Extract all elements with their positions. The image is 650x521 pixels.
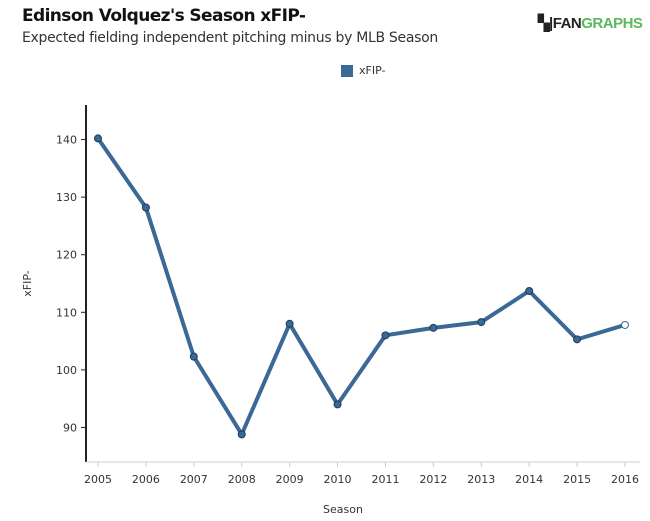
x-tick-label: 2011 [371, 473, 399, 486]
x-tick-label: 2009 [276, 473, 304, 486]
x-tick-label: 2013 [467, 473, 495, 486]
y-axis-label: xFIP- [21, 270, 34, 296]
x-tick-label: 2006 [132, 473, 160, 486]
legend-swatch [341, 64, 353, 77]
x-tick-label: 2008 [228, 473, 256, 486]
x-tick-label: 2010 [324, 473, 352, 486]
x-tick-label: 2012 [419, 473, 447, 486]
x-axis-label: Season [323, 503, 363, 516]
y-tick-label: 140 [56, 134, 77, 147]
fangraphs-logo: ▚|FANGRAPHS [538, 15, 643, 32]
data-point [94, 134, 102, 143]
legend-label: xFIP- [359, 64, 386, 77]
x-tick-label: 2005 [84, 473, 112, 486]
x-tick-label: 2016 [611, 473, 639, 486]
x-tick-label: 2014 [515, 473, 543, 486]
data-point [477, 318, 486, 327]
data-point [189, 352, 198, 361]
data-point [333, 400, 342, 409]
data-point [381, 331, 390, 340]
data-point [141, 203, 150, 212]
y-tick-label: 130 [56, 191, 77, 204]
series-line [96, 137, 626, 437]
data-point [237, 430, 246, 439]
data-point [429, 323, 438, 332]
data-point [573, 335, 582, 344]
x-tick-label: 2007 [180, 473, 208, 486]
y-tick-label: 120 [56, 249, 77, 262]
legend[interactable]: xFIP- [341, 64, 385, 77]
y-tick-label: 100 [56, 364, 77, 377]
y-tick-label: 90 [63, 421, 77, 434]
x-tick-label: 2015 [563, 473, 591, 486]
y-tick-label: 110 [56, 306, 77, 319]
chart-subtitle: Expected fielding independent pitching m… [22, 30, 438, 46]
data-point [285, 319, 294, 328]
data-point [621, 320, 629, 329]
data-point [525, 286, 534, 295]
chart-title: Edinson Volquez's Season xFIP- [22, 6, 306, 26]
